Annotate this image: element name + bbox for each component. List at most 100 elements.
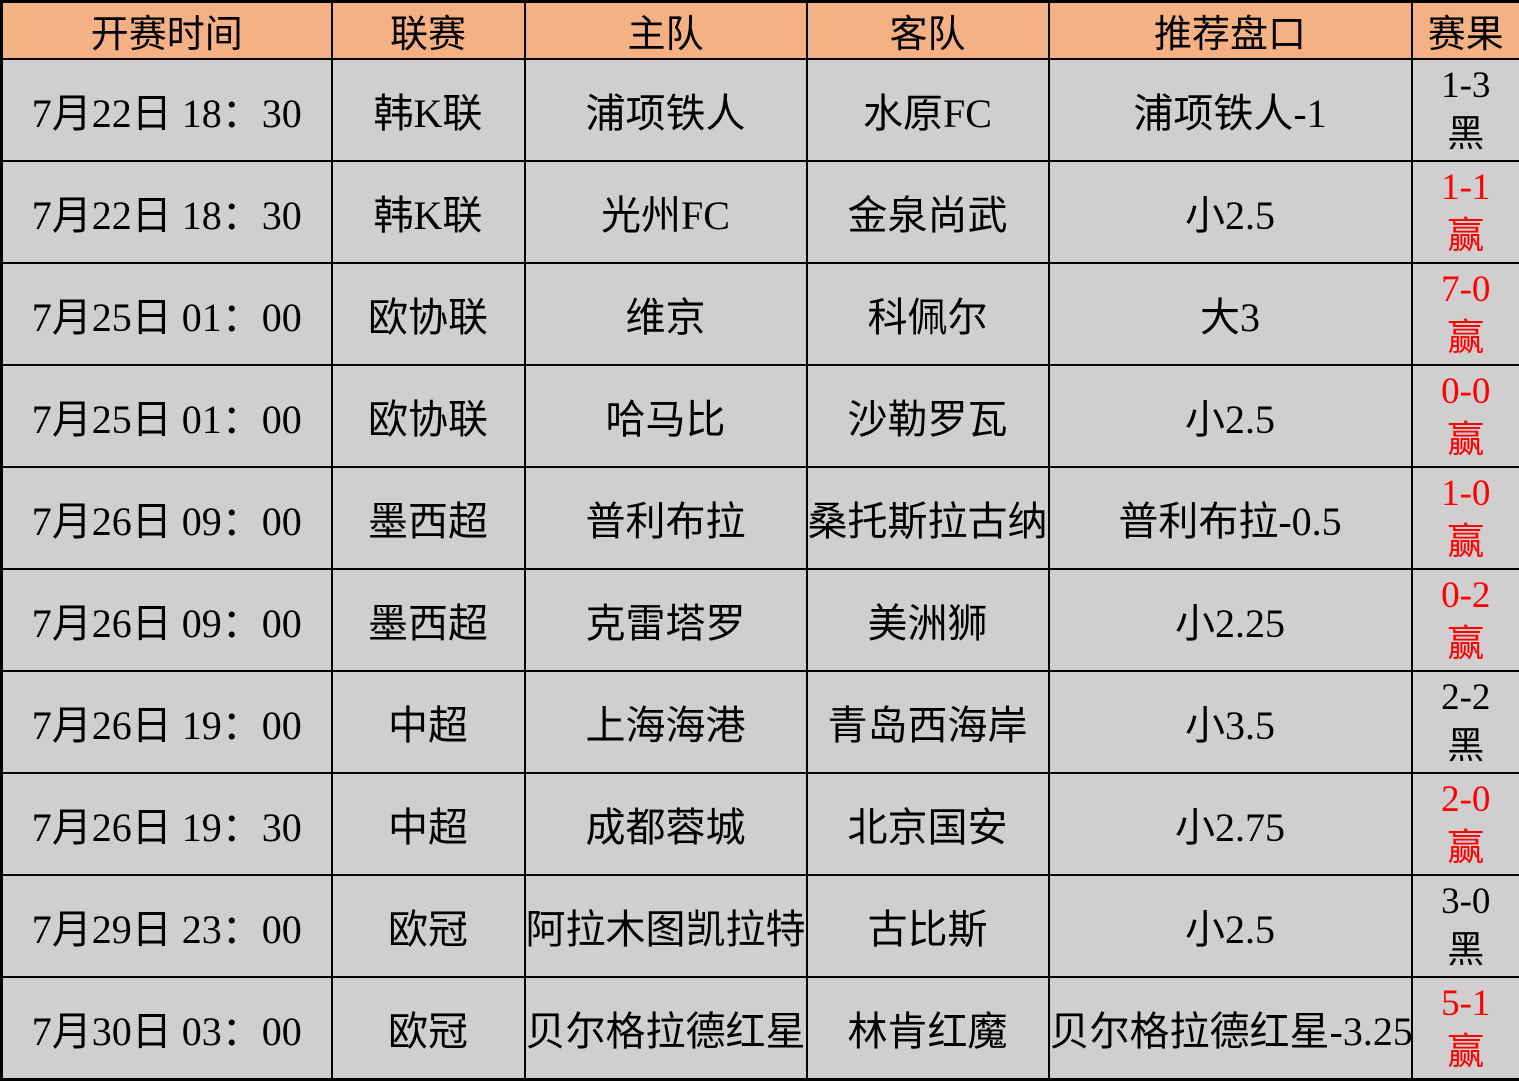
match-time: 7月30日 03：00 — [2, 977, 332, 1079]
home-team: 贝尔格拉德红星 — [525, 977, 807, 1079]
match-time: 7月25日 01：00 — [2, 263, 332, 365]
home-team: 浦项铁人 — [525, 59, 807, 161]
outcome-label: 赢 — [1413, 416, 1519, 465]
home-team: 克雷塔罗 — [525, 569, 807, 671]
league: 韩K联 — [332, 59, 525, 161]
result-cell: 1-1 赢 — [1412, 161, 1519, 263]
final-score: 7-0 — [1413, 265, 1519, 314]
league: 欧冠 — [332, 977, 525, 1079]
table-row: 7月26日 19：00 中超 上海海港 青岛西海岸 小3.5 2-2 黑 — [2, 671, 1519, 773]
result-cell: 1-3 黑 — [1412, 59, 1519, 161]
recommended-handicap: 小2.5 — [1049, 161, 1412, 263]
column-header-away-team: 客队 — [807, 2, 1049, 60]
outcome-label: 赢 — [1413, 1028, 1519, 1077]
final-score: 5-1 — [1413, 979, 1519, 1028]
table-body: 7月22日 18：30 韩K联 浦项铁人 水原FC 浦项铁人-1 1-3 黑 7… — [2, 59, 1519, 1079]
away-team: 沙勒罗瓦 — [807, 365, 1049, 467]
away-team: 水原FC — [807, 59, 1049, 161]
home-team: 哈马比 — [525, 365, 807, 467]
recommended-handicap: 普利布拉-0.5 — [1049, 467, 1412, 569]
league: 欧协联 — [332, 365, 525, 467]
table-row: 7月25日 01：00 欧协联 维京 科佩尔 大3 7-0 赢 — [2, 263, 1519, 365]
recommended-handicap: 小3.5 — [1049, 671, 1412, 773]
final-score: 2-2 — [1413, 673, 1519, 722]
outcome-label: 黑 — [1413, 110, 1519, 159]
away-team: 桑托斯拉古纳 — [807, 467, 1049, 569]
recommended-handicap: 大3 — [1049, 263, 1412, 365]
outcome-label: 赢 — [1413, 824, 1519, 873]
result-cell: 7-0 赢 — [1412, 263, 1519, 365]
outcome-label: 赢 — [1413, 212, 1519, 261]
table-row: 7月26日 19：30 中超 成都蓉城 北京国安 小2.75 2-0 赢 — [2, 773, 1519, 875]
recommended-handicap: 贝尔格拉德红星-3.25 — [1049, 977, 1412, 1079]
result-cell: 5-1 赢 — [1412, 977, 1519, 1079]
away-team: 林肯红魔 — [807, 977, 1049, 1079]
match-time: 7月25日 01：00 — [2, 365, 332, 467]
header-row: 开赛时间 联赛 主队 客队 推荐盘口 赛果 — [2, 2, 1519, 60]
result-cell: 2-2 黑 — [1412, 671, 1519, 773]
final-score: 0-0 — [1413, 367, 1519, 416]
table-header: 开赛时间 联赛 主队 客队 推荐盘口 赛果 — [2, 2, 1519, 60]
final-score: 1-3 — [1413, 61, 1519, 110]
match-time: 7月26日 19：00 — [2, 671, 332, 773]
recommended-handicap: 小2.5 — [1049, 365, 1412, 467]
away-team: 科佩尔 — [807, 263, 1049, 365]
outcome-label: 黑 — [1413, 722, 1519, 771]
column-header-result: 赛果 — [1412, 2, 1519, 60]
outcome-label: 赢 — [1413, 620, 1519, 669]
outcome-label: 赢 — [1413, 518, 1519, 567]
outcome-label: 赢 — [1413, 314, 1519, 363]
home-team: 上海海港 — [525, 671, 807, 773]
league: 欧冠 — [332, 875, 525, 977]
final-score: 1-1 — [1413, 163, 1519, 212]
league: 墨西超 — [332, 569, 525, 671]
league: 韩K联 — [332, 161, 525, 263]
result-cell: 0-2 赢 — [1412, 569, 1519, 671]
home-team: 阿拉木图凯拉特 — [525, 875, 807, 977]
recommended-handicap: 浦项铁人-1 — [1049, 59, 1412, 161]
home-team: 光州FC — [525, 161, 807, 263]
result-cell: 1-0 赢 — [1412, 467, 1519, 569]
match-time: 7月22日 18：30 — [2, 161, 332, 263]
table-row: 7月26日 09：00 墨西超 克雷塔罗 美洲狮 小2.25 0-2 赢 — [2, 569, 1519, 671]
table-row: 7月22日 18：30 韩K联 浦项铁人 水原FC 浦项铁人-1 1-3 黑 — [2, 59, 1519, 161]
league: 中超 — [332, 671, 525, 773]
recommended-handicap: 小2.75 — [1049, 773, 1412, 875]
recommended-handicap: 小2.5 — [1049, 875, 1412, 977]
final-score: 1-0 — [1413, 469, 1519, 518]
away-team: 古比斯 — [807, 875, 1049, 977]
final-score: 3-0 — [1413, 877, 1519, 926]
column-header-start-time: 开赛时间 — [2, 2, 332, 60]
league: 欧协联 — [332, 263, 525, 365]
table-row: 7月30日 03：00 欧冠 贝尔格拉德红星 林肯红魔 贝尔格拉德红星-3.25… — [2, 977, 1519, 1079]
home-team: 成都蓉城 — [525, 773, 807, 875]
recommended-handicap: 小2.25 — [1049, 569, 1412, 671]
match-time: 7月26日 09：00 — [2, 467, 332, 569]
table-row: 7月25日 01：00 欧协联 哈马比 沙勒罗瓦 小2.5 0-0 赢 — [2, 365, 1519, 467]
final-score: 2-0 — [1413, 775, 1519, 824]
away-team: 青岛西海岸 — [807, 671, 1049, 773]
home-team: 维京 — [525, 263, 807, 365]
table-row: 7月26日 09：00 墨西超 普利布拉 桑托斯拉古纳 普利布拉-0.5 1-0… — [2, 467, 1519, 569]
home-team: 普利布拉 — [525, 467, 807, 569]
match-time: 7月29日 23：00 — [2, 875, 332, 977]
match-time: 7月22日 18：30 — [2, 59, 332, 161]
table-row: 7月22日 18：30 韩K联 光州FC 金泉尚武 小2.5 1-1 赢 — [2, 161, 1519, 263]
result-cell: 3-0 黑 — [1412, 875, 1519, 977]
final-score: 0-2 — [1413, 571, 1519, 620]
away-team: 美洲狮 — [807, 569, 1049, 671]
away-team: 北京国安 — [807, 773, 1049, 875]
result-cell: 2-0 赢 — [1412, 773, 1519, 875]
outcome-label: 黑 — [1413, 926, 1519, 975]
table-row: 7月29日 23：00 欧冠 阿拉木图凯拉特 古比斯 小2.5 3-0 黑 — [2, 875, 1519, 977]
column-header-league: 联赛 — [332, 2, 525, 60]
league: 中超 — [332, 773, 525, 875]
column-header-home-team: 主队 — [525, 2, 807, 60]
league: 墨西超 — [332, 467, 525, 569]
result-cell: 0-0 赢 — [1412, 365, 1519, 467]
column-header-recommended-handicap: 推荐盘口 — [1049, 2, 1412, 60]
match-time: 7月26日 19：30 — [2, 773, 332, 875]
match-time: 7月26日 09：00 — [2, 569, 332, 671]
away-team: 金泉尚武 — [807, 161, 1049, 263]
